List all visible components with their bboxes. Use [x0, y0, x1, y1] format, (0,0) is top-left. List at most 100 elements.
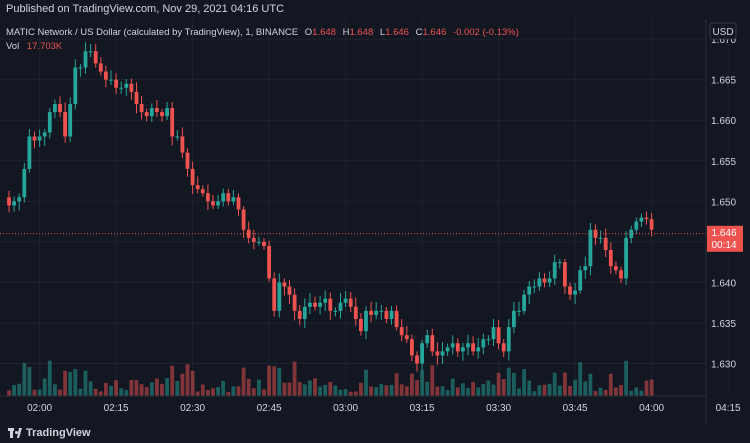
volume-bar	[527, 380, 532, 396]
volume-bar	[532, 391, 537, 396]
volume-bar	[170, 365, 175, 396]
price-tick-label: 1.640	[711, 278, 736, 289]
candle-body	[568, 286, 572, 295]
volume-bar	[114, 380, 118, 396]
volume-bar	[83, 370, 88, 396]
candle-body	[461, 347, 465, 352]
volume-bar	[517, 388, 521, 396]
open-label: O	[305, 27, 312, 38]
candle-body	[149, 108, 154, 117]
candle-body	[557, 262, 562, 264]
candle-body	[272, 278, 277, 311]
volume-bar	[506, 367, 511, 396]
volume-bar	[109, 385, 113, 396]
candle-body	[624, 237, 628, 279]
candle-body	[353, 306, 358, 319]
volume-bar	[619, 385, 623, 396]
candle-body	[241, 209, 246, 230]
candlestick-chart[interactable]: 1.6701.6651.6601.6551.6501.6451.6401.635…	[0, 19, 750, 424]
candle-body	[257, 241, 261, 243]
symbol-title: MATIC Network / US Dollar (calculated by…	[6, 27, 298, 38]
price-tick-label: 1.635	[711, 319, 736, 330]
candle-body	[200, 189, 205, 194]
candle-body	[450, 343, 455, 348]
volume-bar	[318, 386, 322, 396]
candles	[7, 42, 654, 372]
candle-body	[394, 310, 399, 328]
volume-bar	[37, 389, 42, 396]
chart-frame[interactable]: 1.6701.6651.6601.6551.6501.6451.6401.635…	[0, 19, 750, 424]
candle-body	[364, 310, 368, 332]
time-tick-label: 03:15	[410, 403, 435, 414]
candle-body	[328, 298, 333, 311]
tradingview-logo[interactable]: TradingView	[8, 427, 91, 439]
volume-bar	[563, 372, 567, 396]
candle-body	[593, 229, 598, 238]
candle-body	[109, 79, 113, 81]
candle-body	[160, 112, 164, 117]
candle-body	[195, 185, 200, 190]
candle-body	[134, 91, 139, 104]
candle-body	[629, 229, 634, 238]
time-tick-label: 03:30	[486, 403, 511, 414]
volume-bar	[180, 373, 185, 396]
candle-body	[384, 310, 389, 319]
volume-bar	[415, 380, 419, 396]
candle-body	[410, 339, 414, 356]
volume-bar	[466, 388, 470, 396]
candle-body	[302, 306, 307, 319]
candle-body	[649, 219, 654, 230]
candle-body	[180, 136, 185, 153]
volume-bar	[7, 390, 11, 396]
time-tick-label: 02:15	[104, 403, 129, 414]
candle-body	[282, 282, 287, 287]
candle-body	[455, 343, 460, 352]
candle-body	[78, 67, 83, 69]
volume-bar	[200, 384, 205, 396]
time-tick-label: 02:00	[27, 403, 52, 414]
candle-body	[42, 132, 47, 137]
candle-body	[323, 298, 328, 303]
candle-body	[277, 282, 282, 311]
last-price-badge: 1.646 00:14	[707, 225, 743, 252]
volume-bar	[338, 389, 343, 396]
candle-body	[471, 343, 475, 352]
candle-body	[144, 112, 149, 117]
volume-bar	[481, 384, 486, 396]
volume-bar	[287, 382, 292, 396]
volume-bar	[257, 379, 261, 396]
countdown-value: 00:14	[711, 240, 736, 251]
currency-box[interactable]	[709, 22, 737, 40]
volume-bar	[512, 372, 516, 396]
volume-bar	[144, 386, 149, 396]
candle-body	[374, 310, 379, 315]
price-tick-label: 1.650	[711, 197, 736, 208]
currency-label: USD	[712, 27, 733, 38]
volume-bar	[297, 382, 302, 396]
high-value: 1.648	[349, 27, 373, 38]
candle-body	[292, 294, 297, 311]
candle-body	[466, 343, 470, 348]
low-label: L	[380, 27, 385, 38]
candle-body	[170, 108, 175, 137]
price-scale[interactable]: 1.6701.6651.6601.6551.6501.6451.6401.635…	[711, 35, 736, 370]
candle-body	[598, 237, 603, 239]
candle-body	[206, 193, 210, 202]
volume-bar	[425, 381, 430, 396]
candle-body	[27, 136, 32, 169]
volume-bar	[603, 389, 608, 396]
candle-body	[440, 351, 445, 356]
candle-body	[318, 302, 322, 307]
volume-bar	[53, 384, 57, 396]
candle-body	[22, 168, 27, 198]
volume-bar	[624, 360, 628, 396]
candle-body	[104, 71, 108, 80]
candle-body	[491, 327, 496, 340]
volume-bar	[17, 383, 22, 396]
candle-body	[185, 152, 190, 169]
price-tick-label: 1.655	[711, 157, 736, 168]
candle-body	[379, 310, 384, 312]
volume-bar	[420, 370, 424, 396]
volume-bar	[68, 371, 73, 396]
time-axis[interactable]: 02:00 02:15 02:30 02:45 03:00 03:15 03:30 03:45…	[27, 403, 741, 414]
